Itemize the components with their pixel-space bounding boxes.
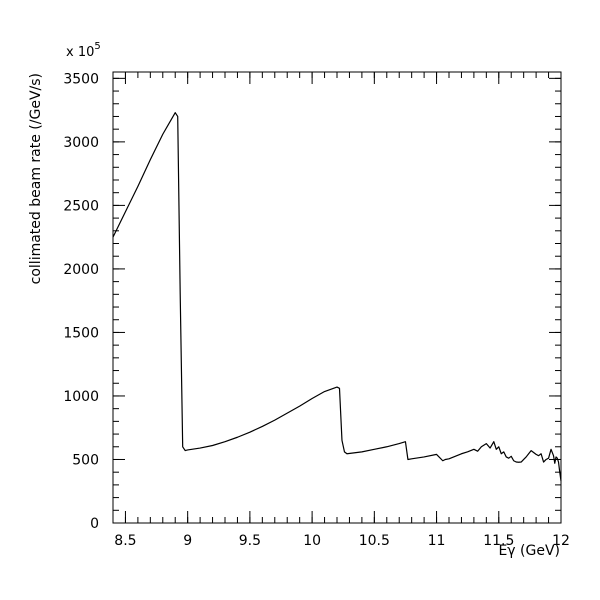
y-tick-label: 0: [90, 516, 99, 532]
y-tick-label: 3500: [63, 71, 99, 87]
y-tick-label: 3000: [63, 135, 99, 151]
y-multiplier-base: x 10: [66, 45, 94, 60]
x-tick-label: 10.5: [359, 533, 390, 549]
y-tick-label: 2000: [63, 262, 99, 278]
x-tick-label: 10: [303, 533, 321, 549]
y-tick-labels: 0 500 1000 1500 2000 2500 3000 3500: [63, 71, 99, 532]
y-multiplier-exponent: 5: [94, 41, 100, 52]
x-tick-label: 11: [428, 533, 446, 549]
x-tick-labels: 8.5 9 9.5 10 10.5 11 11.5 12: [114, 533, 570, 549]
x-tick-label: 8.5: [114, 533, 136, 549]
y-axis-label: collimated beam rate (/GeV/s): [28, 73, 44, 284]
y-tick-label: 500: [72, 452, 99, 468]
x-tick-label: 11.5: [483, 533, 514, 549]
x-tick-label: 9: [183, 533, 192, 549]
y-tick-label: 1000: [63, 389, 99, 405]
plot-frame: [112, 71, 562, 524]
y-multiplier-label: x 105: [66, 41, 101, 60]
x-tick-label: 12: [552, 533, 570, 549]
x-tick-label: 9.5: [239, 533, 261, 549]
x-axis-label: Eγ (GeV): [498, 543, 560, 559]
y-tick-label: 1500: [63, 325, 99, 341]
y-tick-label: 2500: [63, 198, 99, 214]
series-line: [112, 112, 562, 482]
